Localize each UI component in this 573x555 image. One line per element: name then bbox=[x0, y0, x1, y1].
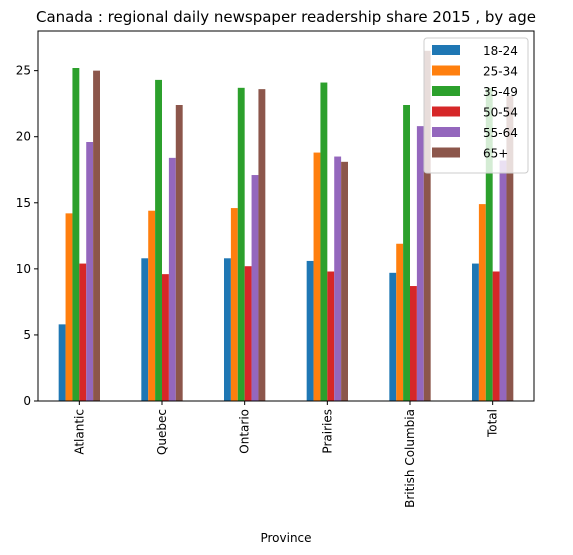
bar-35-49-atlantic bbox=[72, 68, 80, 401]
bar-18-24-quebec bbox=[141, 258, 149, 401]
bar-25-34-total bbox=[478, 204, 486, 401]
bar-55-64-prairies bbox=[334, 156, 342, 401]
bar-50-54-quebec bbox=[162, 274, 169, 401]
plot-frame bbox=[37, 30, 535, 402]
bar-55-64-ontario bbox=[251, 175, 259, 401]
bar-50-54-atlantic bbox=[79, 263, 87, 401]
bar-18-24-atlantic bbox=[58, 324, 66, 401]
bar-18-24-british-columbia bbox=[389, 272, 397, 401]
legend: 18-24 25-34 35-49 50-54 55-64 65+ bbox=[423, 37, 529, 174]
bar-25-34-prairies bbox=[313, 152, 321, 401]
bar-18-24-ontario bbox=[224, 258, 231, 401]
bar-35-49-prairies bbox=[320, 82, 328, 401]
y-tick-label: 15 bbox=[16, 196, 31, 210]
x-tick-label: Ontario bbox=[238, 409, 252, 454]
x-tick-label: Atlantic bbox=[72, 409, 86, 455]
bar-35-49-ontario bbox=[237, 87, 245, 401]
chart-title: Canada : regional daily newspaper reader… bbox=[36, 8, 536, 26]
x-tick-label: Total bbox=[486, 409, 500, 438]
bars-group bbox=[58, 50, 514, 401]
y-tick-label: 25 bbox=[16, 64, 31, 78]
bar-18-24-total bbox=[472, 263, 479, 401]
legend-label: 55-64 bbox=[483, 126, 518, 140]
y-tick-label: 20 bbox=[16, 130, 31, 144]
legend-label: 65+ bbox=[483, 147, 508, 161]
bar-50-54-total bbox=[492, 271, 500, 401]
bar-65plus-british-columbia bbox=[423, 50, 431, 401]
bar-25-34-quebec bbox=[148, 210, 156, 401]
legend-label: 18-24 bbox=[483, 44, 518, 58]
bar-25-34-british-columbia bbox=[396, 243, 404, 401]
bar-65plus-ontario bbox=[258, 89, 266, 401]
y-tick-label: 5 bbox=[23, 328, 31, 342]
bar-55-64-quebec bbox=[168, 157, 176, 401]
legend-swatch bbox=[432, 65, 460, 76]
bar-65plus-atlantic bbox=[93, 70, 100, 401]
legend-swatch bbox=[432, 86, 460, 96]
legend-swatch bbox=[432, 147, 460, 158]
bar-50-54-ontario bbox=[244, 266, 252, 401]
bar-65plus-total bbox=[506, 95, 514, 401]
bar-25-34-ontario bbox=[230, 208, 238, 401]
bar-55-64-total bbox=[499, 160, 507, 401]
legend-swatch bbox=[432, 127, 460, 137]
legend-swatch bbox=[432, 106, 460, 117]
bar-65plus-prairies bbox=[341, 161, 348, 401]
bar-25-34-atlantic bbox=[65, 213, 73, 401]
x-tick-label: Prairies bbox=[320, 409, 334, 454]
bar-55-64-british-columbia bbox=[416, 126, 424, 401]
y-tick-label: 0 bbox=[23, 394, 31, 408]
x-axis: Atlantic Quebec Ontario Prairies British Col… bbox=[72, 401, 500, 508]
legend-label: 25-34 bbox=[483, 65, 518, 79]
x-axis-label: Province bbox=[260, 531, 311, 545]
legend-label: 50-54 bbox=[483, 106, 518, 120]
legend-label: 35-49 bbox=[483, 85, 518, 99]
bar-35-49-british-columbia bbox=[403, 105, 410, 401]
x-tick-label: British Columbia bbox=[403, 409, 417, 508]
bar-35-49-total bbox=[485, 87, 493, 401]
legend-swatch bbox=[432, 45, 460, 55]
bar-65plus-quebec bbox=[175, 105, 183, 401]
bar-18-24-prairies bbox=[306, 260, 314, 401]
bar-35-49-quebec bbox=[155, 79, 162, 401]
x-tick-label: Quebec bbox=[155, 409, 169, 455]
bar-50-54-british-columbia bbox=[410, 286, 417, 401]
y-tick-label: 10 bbox=[16, 262, 31, 276]
bar-55-64-atlantic bbox=[86, 142, 94, 401]
bar-50-54-prairies bbox=[327, 271, 335, 401]
y-axis: 0 5 10 15 20 25 bbox=[16, 64, 38, 408]
